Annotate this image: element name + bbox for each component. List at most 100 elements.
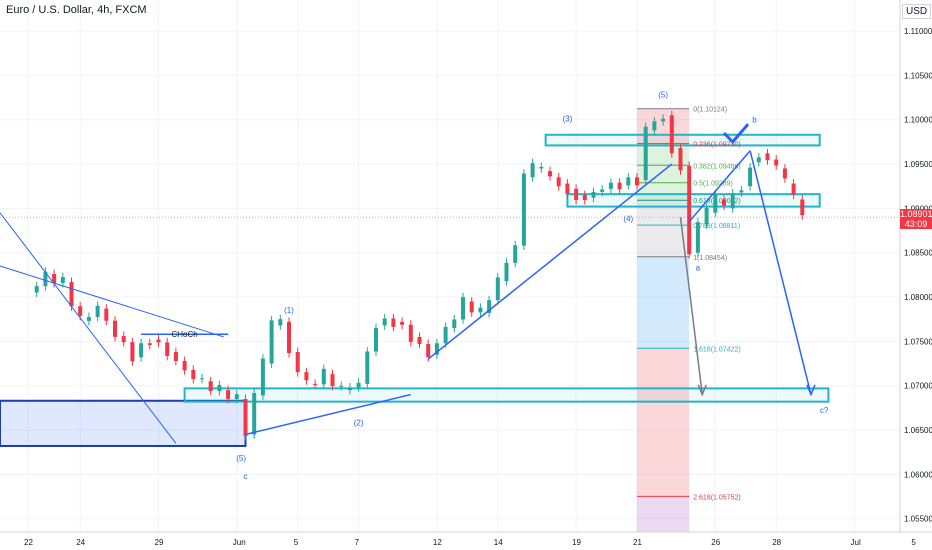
candle-body <box>791 183 796 195</box>
candle-body <box>330 374 335 386</box>
candle-body <box>617 182 622 190</box>
candle-body <box>52 273 57 284</box>
candle-body <box>191 369 196 380</box>
candle-body <box>365 351 370 384</box>
fib-level-label: 1(1.08454) <box>693 255 727 262</box>
trendline[interactable] <box>427 163 673 360</box>
time-tick-label: 19 <box>572 538 581 547</box>
candle-body <box>704 207 709 225</box>
time-axis[interactable]: 22 24 29 Jun 5 7 12 14 19 21 26 28 Jul 5 <box>0 531 932 547</box>
fib-level-label: 0.5(1.09289) <box>693 181 733 188</box>
candle-body <box>321 368 326 385</box>
wave-label: (4) <box>623 215 633 224</box>
channel-line[interactable] <box>0 212 177 444</box>
arrow-head <box>806 384 816 397</box>
candlestick-series <box>34 110 805 441</box>
candle-body <box>139 343 144 358</box>
projection-arrow[interactable] <box>679 217 703 395</box>
price-tick-label: 1.10500 <box>904 71 932 80</box>
price-tick-label: 1.10000 <box>904 116 932 125</box>
time-tick-label: 7 <box>355 538 360 547</box>
time-tick-label: 5 <box>294 538 299 547</box>
candle-body <box>86 316 91 321</box>
candle-body <box>34 286 39 293</box>
time-tick-label: 29 <box>155 538 164 547</box>
demand-zone[interactable] <box>0 399 247 447</box>
price-tick-label: 1.07500 <box>904 337 932 346</box>
candle-body <box>269 320 274 364</box>
wave-label: c <box>244 472 248 481</box>
resistance-zone[interactable] <box>544 133 821 147</box>
candle-body <box>469 301 474 313</box>
trendline[interactable] <box>245 393 411 436</box>
fib-band <box>637 348 690 497</box>
candle-body <box>252 393 257 435</box>
candle-body <box>426 343 431 358</box>
candle-body <box>748 167 753 187</box>
fib-level-label: 0.236(1.09730) <box>693 142 740 149</box>
price-axis[interactable]: 1.11000 1.10500 1.10000 1.09500 1.09000 1.085… <box>899 0 932 550</box>
candle-body <box>695 222 700 253</box>
candle-body <box>339 385 344 387</box>
wave-label: (2) <box>354 419 364 428</box>
candle-body <box>643 126 648 180</box>
candle-body <box>347 387 352 391</box>
price-tick-label: 1.09500 <box>904 160 932 169</box>
wave-label: (5) <box>658 91 668 100</box>
channel-line[interactable] <box>0 265 224 338</box>
candle-body <box>234 394 239 399</box>
candle-body <box>287 321 291 354</box>
candle-body <box>608 182 613 189</box>
candle-body <box>652 121 657 131</box>
candle-body <box>530 163 535 178</box>
chart-drawings[interactable] <box>0 123 816 444</box>
projection-arrow[interactable] <box>749 150 812 395</box>
time-tick-label: 26 <box>711 538 720 547</box>
candle-body <box>104 308 109 321</box>
price-tick-label: 1.06500 <box>904 426 932 435</box>
last-price-tag: 1.08901 43:09 <box>900 209 932 229</box>
currency-button[interactable]: USD <box>902 4 932 19</box>
fib-level-label: 0(1.10124) <box>693 107 727 114</box>
price-tick-label: 1.09000 <box>904 204 932 213</box>
candle-body <box>521 173 526 246</box>
candle-body <box>539 166 544 169</box>
candle-body <box>635 177 639 186</box>
candle-body <box>765 153 770 161</box>
candle-body <box>208 381 213 391</box>
candle-body <box>774 159 779 166</box>
candle-body <box>687 165 692 255</box>
candle-body <box>313 383 318 385</box>
wave-line[interactable] <box>688 150 751 223</box>
fib-band <box>637 200 690 258</box>
candle-body <box>452 319 457 329</box>
wave-label: (5) <box>236 454 246 463</box>
bar-countdown: 43:09 <box>904 219 928 229</box>
candle-body <box>661 118 666 122</box>
fib-level-label: 0.786(1.08811) <box>693 223 740 230</box>
time-tick-label: 22 <box>24 538 33 547</box>
candle-body <box>669 115 674 154</box>
candle-body <box>278 319 283 326</box>
time-tick-label: Jun <box>233 538 246 547</box>
candle-body <box>121 336 126 343</box>
wave-label: (1) <box>284 306 294 315</box>
wave-label: c? <box>820 406 829 415</box>
candle-body <box>556 177 561 187</box>
candle-body <box>147 343 152 345</box>
candle-body <box>182 361 187 371</box>
candle-body <box>69 281 74 307</box>
fib-band <box>637 496 690 532</box>
fib-level-label: 0.382(1.09486) <box>693 163 740 170</box>
candle-body <box>78 306 83 316</box>
price-tick-label: 1.11000 <box>904 27 932 36</box>
price-tick-label: 1.07000 <box>904 382 932 391</box>
candle-body <box>243 399 248 436</box>
candle-body <box>582 195 587 201</box>
target-zone[interactable] <box>183 387 830 403</box>
candle-body <box>295 352 300 373</box>
candle-body <box>43 271 48 287</box>
candle-body <box>400 321 405 325</box>
candle-body <box>461 297 465 320</box>
